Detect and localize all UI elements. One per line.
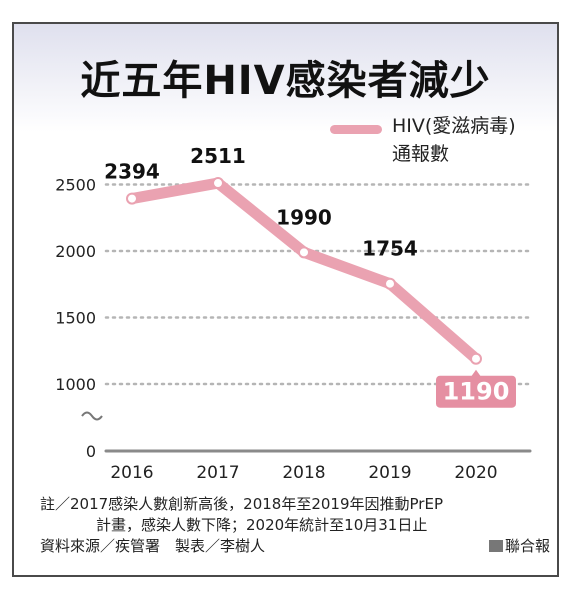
legend-label-line1: HIV(愛滋病毒) [392,115,516,137]
y-tick-label: 1000 [55,375,96,394]
data-label: 2394 [104,160,160,184]
highlight-pointer [471,369,481,377]
data-label: 2511 [190,144,246,168]
data-label: 1754 [362,237,418,261]
notes: 註／2017感染人數創新高後，2018年至2019年因推動PrEP 計畫，感染人… [40,494,550,557]
x-tick-label: 2018 [282,463,325,483]
data-point [384,277,396,290]
x-tick-label: 2019 [368,463,411,483]
source-credit: 資料來源／疾管署 製表／李樹人 [40,537,266,555]
data-label: 1990 [276,205,332,229]
legend-label: HIV(愛滋病毒) 通報數 [392,112,557,168]
credit-row: 資料來源／疾管署 製表／李樹人 聯合報 [40,536,550,557]
data-point [126,192,138,205]
title-band [14,24,557,132]
legend-swatch [330,125,382,134]
publisher-logo-box [488,540,503,552]
highlight-box [436,375,516,408]
data-point [212,177,224,190]
legend-label-line2: 通報數 [392,143,450,165]
publisher-name: 聯合報 [504,537,550,555]
y-tick-label: 1500 [55,309,96,328]
note-line-2: 計畫，感染人數下降；2020年統計至10月31日止 [96,516,428,534]
chart-card: 近五年HIV感染者減少 HIV(愛滋病毒) 通報數 0 1000 1500 2000 2… [12,22,559,577]
data-point [470,352,482,365]
y-tick-label: 2500 [55,176,96,195]
x-tick-label: 2020 [454,463,497,483]
data-point [298,246,310,259]
x-tick-label: 2016 [110,463,153,483]
chart-title: 近五年HIV感染者減少 [80,58,491,104]
x-tick-label: 2017 [196,463,239,483]
note-line-1: 註／2017感染人數創新高後，2018年至2019年因推動PrEP [40,495,443,513]
publisher: 聯合報 [488,536,550,557]
y-tick-label: 2000 [55,242,96,261]
axis-break-mark [81,411,103,421]
line-chart: 0 1000 1500 2000 2500 2016 2017 2018 2019 2020 239… [55,144,532,483]
y-tick-label: 0 [86,442,96,461]
data-label: 1190 [443,378,510,406]
